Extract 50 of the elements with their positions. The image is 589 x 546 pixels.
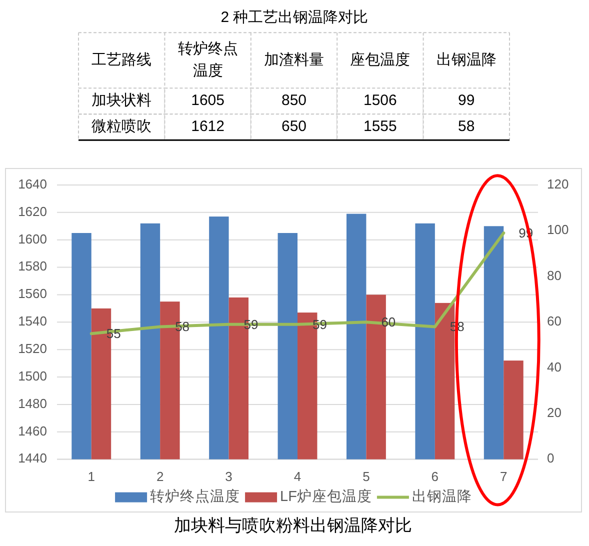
x-tick-label: 4 [294, 469, 302, 484]
data-label: 1612 [191, 118, 224, 136]
y-tick-label: 1580 [18, 258, 47, 274]
x-tick-label: 3 [225, 469, 232, 484]
legend-label: LF炉座包温度 [280, 488, 372, 506]
legend-label: 出钢温降 [412, 488, 472, 506]
data-label: 1506 [364, 92, 397, 110]
y2-tick-label: 80 [547, 268, 562, 283]
y-tick-label: 1620 [18, 204, 47, 219]
y-tick-label: 1440 [18, 450, 47, 466]
y2-tick-label: 20 [547, 405, 562, 420]
y-tick-label: 微粒喷吹 [92, 118, 152, 136]
data-label: 58 [458, 118, 475, 136]
x-tick-label: 7 [500, 469, 508, 484]
data-label: 59 [244, 316, 258, 332]
y-axis-title: 工艺路线 [92, 51, 152, 68]
y-tick-label: 1540 [18, 314, 47, 329]
x-tick-label: 加渣料量 [264, 51, 324, 68]
y2-tick-label: 60 [547, 314, 562, 329]
y2-tick-label: 40 [547, 359, 562, 374]
x-tick-label: 转炉终点温度 [178, 40, 238, 80]
y2-tick-label: 0 [547, 450, 554, 466]
x-tick-label: 座包温度 [350, 51, 410, 68]
chart-title: 2 种工艺出钢温降对比 [220, 8, 368, 26]
y-tick-label: 1500 [18, 368, 47, 384]
x-tick-label: 5 [362, 469, 370, 484]
legend-label: 转炉终点温度 [150, 488, 240, 506]
data-label: 650 [281, 118, 307, 136]
data-label: 59 [312, 316, 327, 332]
x-tick-label: 6 [431, 469, 439, 484]
data-label: 1555 [364, 118, 397, 136]
data-label: 1605 [191, 92, 224, 110]
data-label: 850 [281, 92, 307, 110]
data-label: 99 [458, 92, 475, 110]
x-tick-label: 2 [156, 469, 164, 484]
x-tick-label: 出钢温降 [436, 51, 496, 68]
data-label: 58 [175, 319, 190, 334]
data-label: 55 [106, 326, 121, 342]
y-tick-label: 1460 [18, 423, 47, 438]
y-tick-label: 1480 [18, 396, 47, 411]
y2-tick-label: 120 [547, 176, 569, 192]
y2-tick-label: 100 [547, 222, 569, 238]
x-tick-label: 1 [88, 469, 95, 484]
text: 加块料与喷吹粉料出钢温降对比 [174, 516, 412, 535]
y-tick-label: 1600 [18, 231, 47, 246]
y-tick-label: 1520 [18, 341, 47, 356]
y-tick-label: 1560 [18, 286, 47, 302]
y-tick-label: 加块状料 [92, 92, 152, 110]
y-tick-label: 1640 [18, 176, 47, 192]
data-label: 60 [381, 314, 396, 330]
